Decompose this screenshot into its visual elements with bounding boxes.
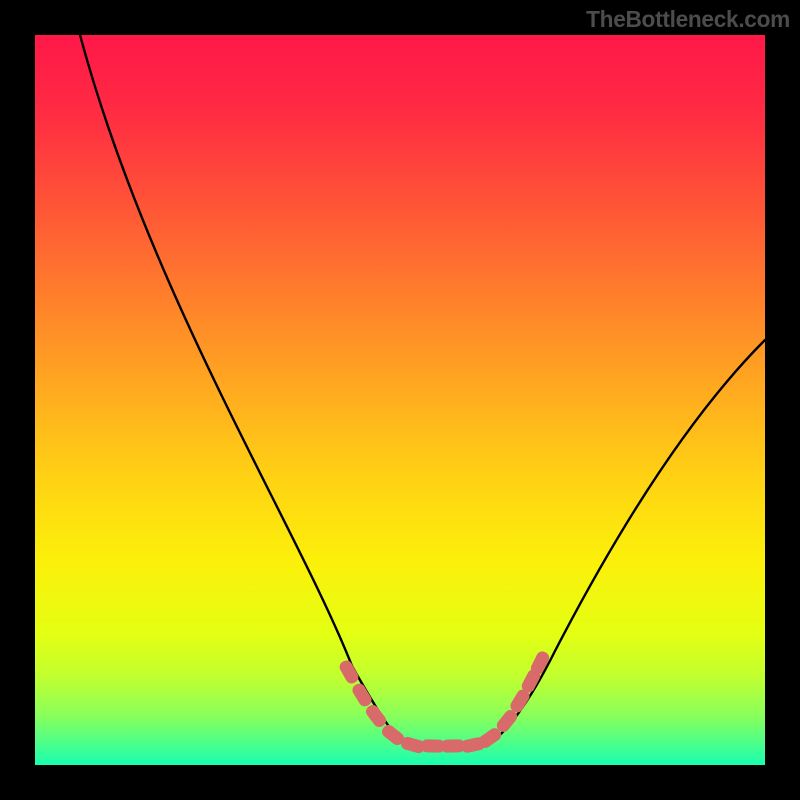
bottleneck-curve-chart — [35, 35, 765, 765]
watermark-text: TheBottleneck.com — [586, 6, 790, 33]
plot-area — [35, 35, 765, 765]
chart-frame: TheBottleneck.com — [0, 0, 800, 800]
gradient-background — [35, 35, 765, 765]
